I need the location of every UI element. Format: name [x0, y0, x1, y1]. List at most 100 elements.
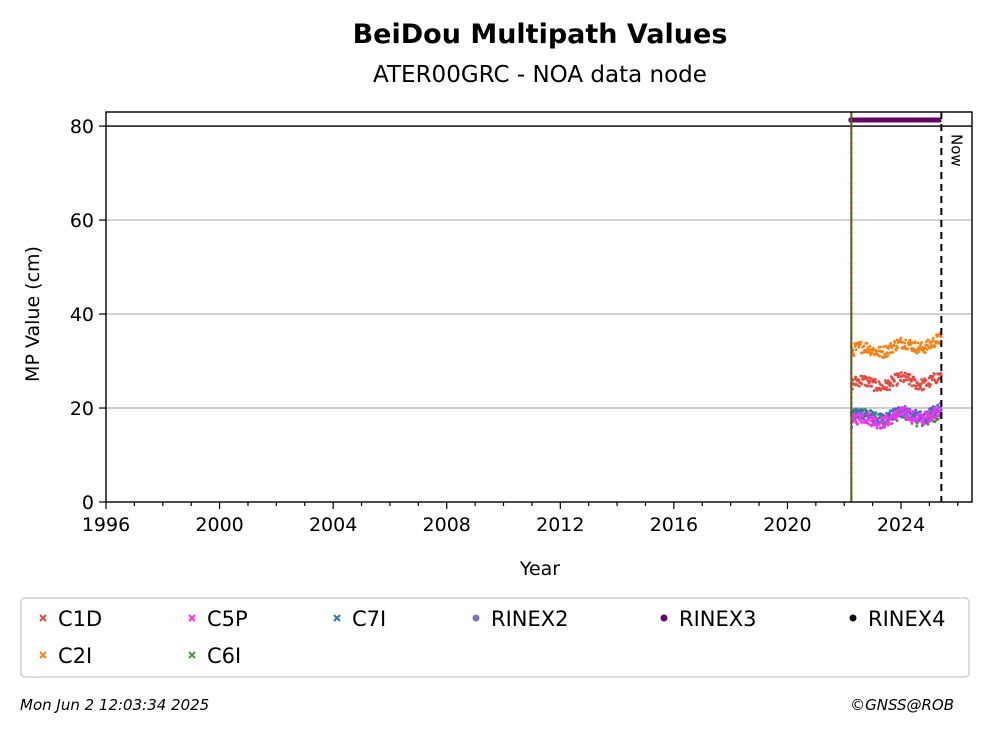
x-tick-label: 2016: [650, 514, 698, 536]
data-point-c5p: [922, 422, 926, 426]
legend-marker: [188, 614, 196, 622]
chart-subtitle: ATER00GRC - NOA data node: [373, 62, 707, 88]
data-point-c5p: [898, 406, 902, 410]
data-point-c1d: [917, 387, 920, 391]
data-point-c5p: [885, 413, 889, 417]
data-point-c2i: [925, 348, 929, 351]
now-label: Now: [947, 134, 965, 167]
legend-box: [20, 597, 970, 678]
legend-item-rinex3: RINEX3: [660, 607, 757, 631]
data-point-c5p: [861, 413, 865, 417]
legend-marker: [849, 614, 857, 622]
data-point-c2i: [933, 345, 937, 349]
legend-marker: [39, 614, 47, 622]
data-point-c5p: [904, 409, 908, 413]
data-point-c5p: [852, 417, 855, 421]
data-point-c5p: [919, 419, 923, 423]
data-point-c5p: [884, 416, 888, 420]
data-point-c2i: [904, 338, 908, 342]
data-point-c2i: [867, 351, 871, 354]
legend-marker: [333, 614, 341, 622]
data-point-c2i: [926, 338, 930, 342]
data-point-c2i: [857, 345, 861, 349]
data-point-c5p: [867, 417, 870, 421]
data-point-c2i: [920, 341, 923, 344]
data-point-c2i: [881, 350, 885, 354]
data-point-c5p: [914, 419, 918, 423]
data-point-c1d: [913, 378, 917, 382]
data-point-c1d: [939, 373, 943, 377]
data-point-c5p: [926, 414, 930, 417]
data-point-c5p: [921, 419, 925, 423]
data-point-c2i: [934, 341, 938, 345]
data-point-c1d: [866, 384, 870, 388]
legend-item-c2i: C2I: [39, 644, 92, 668]
legend-item-rinex2: RINEX2: [472, 607, 569, 631]
data-point-c5p: [880, 421, 884, 424]
x-tick-label: 2008: [423, 514, 471, 536]
data-point-c7i: [889, 409, 893, 413]
data-point-c2i: [892, 344, 896, 348]
x-tick-label: 2004: [309, 514, 357, 536]
data-point-c5p: [887, 420, 890, 424]
data-point-c5p: [920, 422, 924, 425]
data-point-c7i: [874, 411, 878, 415]
data-point-c7i: [929, 411, 933, 415]
data-point-c1d: [904, 375, 908, 379]
data-point-c1d: [914, 387, 918, 390]
series-c5p: [849, 402, 943, 430]
data-point-c5p: [882, 426, 886, 429]
data-point-c2i: [936, 333, 939, 337]
data-point-c5p: [907, 415, 911, 419]
data-point-c1d: [872, 389, 876, 393]
data-point-c7i: [910, 415, 914, 418]
data-point-c1d: [908, 382, 911, 386]
data-point-c5p: [937, 412, 941, 416]
data-point-c7i: [870, 413, 873, 417]
y-tick-label: 0: [82, 492, 94, 514]
data-point-c5p: [869, 415, 872, 419]
data-point-c2i: [894, 348, 898, 352]
data-point-c2i: [876, 353, 880, 356]
data-point-c7i: [936, 403, 939, 407]
data-point-c1d: [929, 383, 933, 386]
data-point-c2i: [918, 345, 922, 348]
data-point-c5p: [891, 415, 895, 418]
data-point-c5p: [916, 417, 920, 420]
data-point-c1d: [893, 379, 896, 383]
data-point-c1d: [888, 388, 892, 392]
legend-item-c6i: C6I: [188, 644, 241, 668]
data-point-c2i: [903, 341, 906, 345]
data-point-c1d: [911, 378, 914, 381]
data-point-c2i: [852, 354, 856, 357]
data-point-c1d: [877, 380, 881, 384]
data-point-c5p: [872, 415, 876, 419]
data-point-c5p: [918, 411, 922, 415]
data-point-c5p: [875, 417, 878, 421]
data-point-c1d: [912, 384, 916, 387]
data-point-c2i: [925, 340, 928, 344]
y-tick-label: 80: [70, 116, 94, 138]
data-point-c5p: [880, 426, 884, 430]
data-point-c1d: [905, 378, 909, 382]
data-point-c1d: [855, 383, 859, 387]
y-tick-label: 20: [70, 398, 94, 420]
data-point-c5p: [883, 423, 887, 427]
y-axis-label: MP Value (cm): [22, 246, 44, 382]
data-point-c1d: [922, 387, 926, 391]
legend-label: C5P: [207, 607, 248, 631]
data-point-c1d: [902, 378, 906, 382]
data-point-c1d: [900, 371, 903, 374]
data-point-c6i: [926, 422, 930, 426]
legend-label: RINEX2: [491, 607, 569, 631]
legend-item-rinex4: RINEX4: [849, 607, 946, 631]
data-point-c5p: [858, 414, 862, 418]
data-point-c5p: [890, 421, 894, 425]
data-point-c1d: [898, 375, 902, 378]
chart-title: BeiDou Multipath Values: [353, 19, 728, 50]
y-tick-label: 60: [70, 210, 94, 232]
plot-frame: [105, 111, 973, 503]
legend-marker: [660, 614, 668, 622]
data-point-c7i: [861, 408, 865, 412]
data-point-c1d: [860, 382, 864, 386]
